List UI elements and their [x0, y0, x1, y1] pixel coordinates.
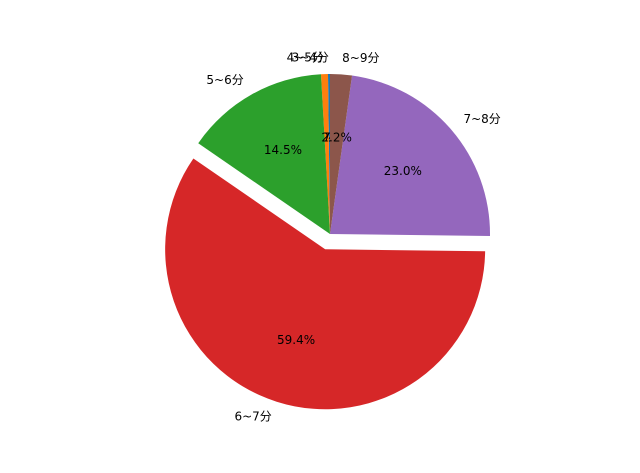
slice-label: 5~6分 [206, 73, 243, 87]
pie-slice [320, 74, 330, 234]
value-label: 14.5% [264, 143, 302, 157]
pie-slice [330, 74, 353, 234]
value-label: 59.4% [277, 333, 315, 347]
slice-label: 7~8分 [463, 112, 500, 126]
pie-slice [330, 75, 490, 237]
slice-label: 6~7分 [234, 409, 271, 423]
slice-label: 3~4分 [292, 51, 329, 65]
slice-label: 8~9分 [342, 51, 379, 65]
pie-slice [165, 158, 486, 410]
value-label: 23.0% [384, 164, 422, 178]
pie-slice [198, 74, 330, 234]
pie-slice [327, 74, 330, 234]
slice-label: 4~5分 [287, 51, 324, 65]
value-label: 2.2% [321, 131, 352, 145]
